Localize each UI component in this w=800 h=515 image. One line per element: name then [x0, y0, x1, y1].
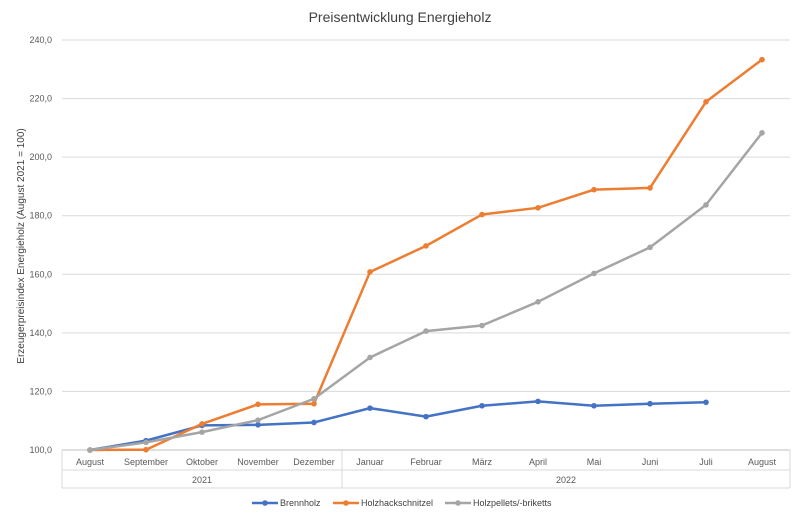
data-point	[143, 446, 149, 453]
y-tick-label: 120,0	[29, 386, 52, 396]
y-tick-label: 220,0	[29, 94, 52, 104]
x-tick-label: September	[124, 457, 168, 467]
data-point	[255, 422, 261, 428]
legend-marker	[455, 500, 461, 506]
x-tick-label: Januar	[356, 457, 384, 467]
y-tick-labels: 100,0 120,0 140,0 160,0 180,0 200,0 220,0 240,0	[29, 35, 52, 455]
y-tick-label: 240,0	[29, 35, 52, 45]
data-point	[535, 398, 541, 405]
data-point	[311, 419, 317, 426]
data-point	[591, 402, 597, 409]
data-point	[479, 322, 485, 329]
y-axis-label: Erzeugerpreisindex Energieholz (August 2…	[16, 128, 27, 363]
x-group-label: 2022	[556, 475, 576, 485]
x-axis: August September Oktober November Dezember Ja…	[61, 450, 791, 489]
data-point	[199, 429, 205, 435]
data-point	[703, 399, 709, 406]
data-point	[255, 417, 261, 423]
data-point	[199, 421, 205, 427]
series-line	[89, 400, 707, 452]
x-tick-label: Dezember	[293, 457, 335, 467]
x-tick-label: Juni	[642, 457, 659, 467]
data-point	[367, 405, 373, 411]
chart-title: Preisentwicklung Energieholz	[309, 9, 492, 25]
data-point	[311, 400, 317, 407]
data-point	[647, 185, 653, 191]
data-point	[311, 395, 317, 402]
data-point	[255, 401, 261, 408]
x-tick-label: Juli	[699, 457, 713, 467]
x-tick-label: Februar	[410, 457, 442, 467]
x-tick-label: März	[472, 457, 492, 467]
x-group-label: 2021	[192, 475, 212, 485]
x-tick-label: Mai	[587, 457, 602, 467]
legend-marker	[262, 500, 268, 506]
data-point	[143, 439, 149, 446]
x-tick-label: Oktober	[186, 457, 218, 467]
legend-label: Brennholz	[280, 498, 321, 508]
x-tick-label: August	[748, 457, 777, 467]
data-point	[703, 98, 709, 105]
y-tick-label: 100,0	[29, 445, 52, 455]
legend-label: Holzpellets/-briketts	[473, 498, 552, 508]
data-point	[367, 269, 373, 275]
data-point	[535, 299, 541, 305]
data-point	[479, 211, 485, 218]
data-point	[703, 202, 709, 208]
x-tick-label: August	[76, 457, 105, 467]
data-point	[591, 270, 597, 277]
x-tick-label: April	[529, 457, 547, 467]
data-point	[591, 186, 597, 193]
x-tick-label: November	[237, 457, 279, 467]
data-point	[647, 244, 653, 251]
legend: Brennholz Holzhackschnitzel Holzpellets/-b…	[252, 498, 552, 508]
data-point	[423, 328, 429, 334]
data-point	[759, 130, 765, 136]
data-point	[423, 413, 429, 420]
y-tick-label: 180,0	[29, 211, 52, 221]
series-lines	[87, 56, 765, 453]
data-point	[423, 243, 429, 249]
data-point	[367, 354, 373, 361]
legend-label: Holzhackschnitzel	[361, 498, 433, 508]
data-point	[535, 205, 541, 211]
legend-marker	[343, 500, 349, 506]
data-point	[647, 400, 653, 407]
data-point	[479, 402, 485, 409]
y-tick-label: 200,0	[29, 152, 52, 162]
data-point	[87, 447, 93, 453]
y-tick-label: 140,0	[29, 328, 52, 338]
y-tick-label: 160,0	[29, 269, 52, 279]
data-point	[759, 56, 765, 63]
